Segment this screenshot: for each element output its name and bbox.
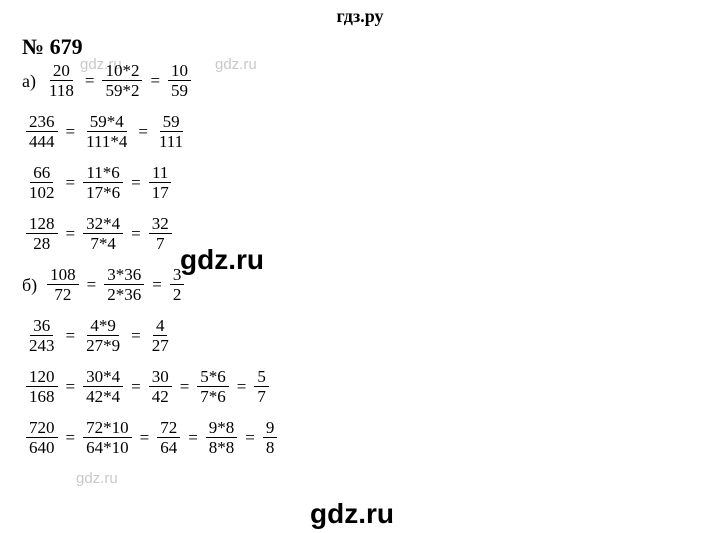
equation-row: 66102 = 11*617*6 = 1117: [22, 164, 281, 201]
equals: =: [66, 174, 76, 191]
equals: =: [66, 429, 76, 446]
fraction: 720640: [26, 419, 58, 456]
equals: =: [245, 429, 255, 446]
fraction: 1117: [149, 164, 172, 201]
fraction: 327: [149, 215, 172, 252]
fraction: 20118: [46, 62, 77, 99]
fraction: 11*617*6: [83, 164, 123, 201]
fraction: 72*1064*10: [83, 419, 132, 456]
fraction: 3042: [149, 368, 172, 405]
fraction: 1059: [168, 62, 191, 99]
equation-row: 12828 = 32*47*4 = 327: [22, 215, 281, 252]
fraction: 98: [263, 419, 278, 456]
fraction: 3*362*36: [104, 266, 144, 303]
equals: =: [87, 276, 97, 293]
fraction: 59111: [156, 113, 186, 150]
equals: =: [85, 72, 95, 89]
equation-row: 36243 = 4*927*9 = 427: [22, 317, 281, 354]
equals: =: [138, 123, 148, 140]
equals: =: [237, 378, 247, 395]
fraction: 32: [170, 266, 185, 303]
equation-row: 720640 = 72*1064*10 = 7264 = 9*88*8 = 98: [22, 419, 281, 456]
watermark-bold: gdz.ru: [310, 498, 394, 530]
fraction: 4*927*9: [83, 317, 123, 354]
fraction: 120168: [26, 368, 58, 405]
fraction: 59*4111*4: [83, 113, 130, 150]
fraction: 12828: [26, 215, 58, 252]
equals: =: [131, 378, 141, 395]
fraction: 66102: [26, 164, 58, 201]
equals: =: [140, 429, 150, 446]
problem-number: № 679: [22, 34, 83, 60]
equals: =: [66, 378, 76, 395]
fraction: 5*67*6: [197, 368, 229, 405]
fraction: 30*442*4: [83, 368, 123, 405]
part-label-b: б): [22, 276, 37, 294]
equals: =: [131, 174, 141, 191]
fraction: 10*259*2: [102, 62, 142, 99]
equals: =: [188, 429, 198, 446]
watermark: gdz.ru: [76, 470, 118, 487]
fraction: 57: [254, 368, 269, 405]
equation-row: б) 10872 = 3*362*36 = 32: [22, 266, 281, 303]
equals: =: [66, 225, 76, 242]
fraction: 36243: [26, 317, 58, 354]
fraction: 32*47*4: [83, 215, 123, 252]
equals: =: [150, 72, 160, 89]
equals: =: [131, 225, 141, 242]
fraction: 10872: [47, 266, 79, 303]
equals: =: [152, 276, 162, 293]
equals: =: [66, 327, 76, 344]
equation-row: 236444 = 59*4111*4 = 59111: [22, 113, 281, 150]
fraction: 236444: [26, 113, 58, 150]
equals: =: [66, 123, 76, 140]
fraction: 9*88*8: [206, 419, 238, 456]
solution-content: а) 20118 = 10*259*2 = 1059 236444 = 59*4…: [22, 62, 281, 470]
page-header: гдз.ру: [0, 6, 720, 27]
fraction: 7264: [157, 419, 180, 456]
equals: =: [180, 378, 190, 395]
fraction: 427: [149, 317, 172, 354]
equation-row: а) 20118 = 10*259*2 = 1059: [22, 62, 281, 99]
equals: =: [131, 327, 141, 344]
part-label-a: а): [22, 72, 36, 90]
equation-row: 120168 = 30*442*4 = 3042 = 5*67*6 = 57: [22, 368, 281, 405]
